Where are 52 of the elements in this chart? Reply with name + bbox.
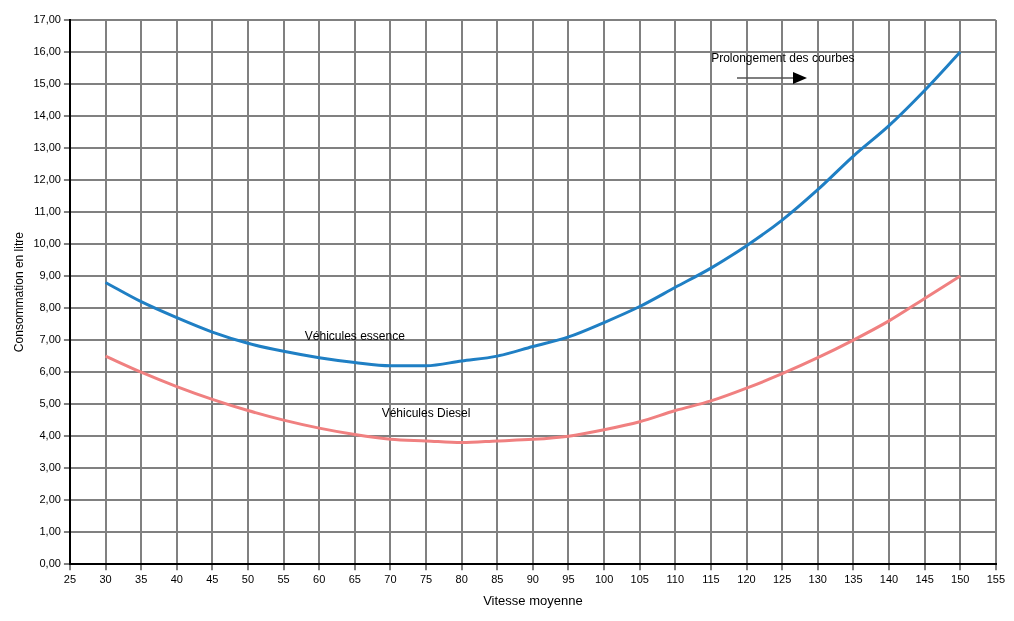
x-axis-title: Vitesse moyenne (483, 592, 583, 608)
y-tick-label: 9,00 (39, 269, 61, 282)
x-tick-label: 50 (241, 572, 255, 585)
y-tick-label: 3,00 (39, 461, 61, 474)
x-tick-label: 55 (277, 572, 290, 585)
y-tick-label: 17,00 (33, 13, 61, 26)
annotation: Prolongement des courbes (711, 51, 855, 65)
x-tick-label: 70 (384, 572, 397, 585)
x-tick-label: 80 (455, 572, 468, 585)
line-series (104, 50, 962, 368)
x-tick-label: 35 (135, 572, 148, 585)
x-tick-label: 125 (772, 572, 792, 585)
x-tick-label: 60 (313, 572, 326, 585)
x-tick-label: 115 (702, 572, 720, 585)
y-tick-label: 0,00 (39, 557, 61, 570)
x-tick-label: 25 (63, 572, 77, 585)
y-tick-label: 10,00 (33, 237, 61, 250)
x-tick-label: 140 (879, 572, 899, 585)
x-tick-label: 150 (951, 572, 970, 585)
x-tick-label: 40 (170, 572, 183, 585)
x-tick-label: 145 (915, 572, 934, 585)
x-tick-label: 155 (986, 572, 1005, 585)
y-tick-label: 8,00 (39, 301, 61, 314)
y-tick-label: 2,00 (39, 493, 61, 506)
x-tick-label: 135 (844, 572, 863, 585)
y-tick-label: 14,00 (33, 109, 61, 122)
x-tick-label: 85 (491, 572, 504, 585)
x-tick-label: 110 (666, 572, 685, 585)
y-tick-label: 12,00 (33, 173, 61, 186)
y-tick-label: 4,00 (39, 429, 61, 442)
x-tick-label: 105 (630, 572, 649, 585)
series-label: Véhicules Diesel (381, 405, 471, 420)
y-tick-label: 5,00 (39, 397, 61, 410)
x-tick-label: 65 (348, 572, 361, 585)
series-label: Véhicules essence (304, 328, 406, 343)
x-tick-label: 100 (594, 572, 614, 585)
x-tick-label: 30 (99, 572, 112, 585)
x-tick-label: 130 (808, 572, 827, 585)
x-tick-label: 75 (419, 572, 433, 585)
x-tick-label: 95 (562, 572, 575, 585)
y-tick-label: 15,00 (33, 77, 61, 90)
y-tick-label: 11,00 (34, 205, 61, 218)
y-tick-label: 13,00 (33, 141, 61, 154)
x-tick-label: 90 (526, 572, 539, 585)
line-series (104, 274, 962, 445)
x-tick-label: 120 (737, 572, 756, 585)
y-tick-label: 16,00 (33, 45, 61, 58)
y-tick-label: 7,00 (39, 333, 61, 346)
y-tick-label: 6,00 (39, 365, 61, 378)
y-tick-label: 1,00 (39, 525, 61, 538)
y-axis-title: Consommation en litre (11, 231, 26, 353)
x-tick-label: 45 (206, 572, 219, 585)
